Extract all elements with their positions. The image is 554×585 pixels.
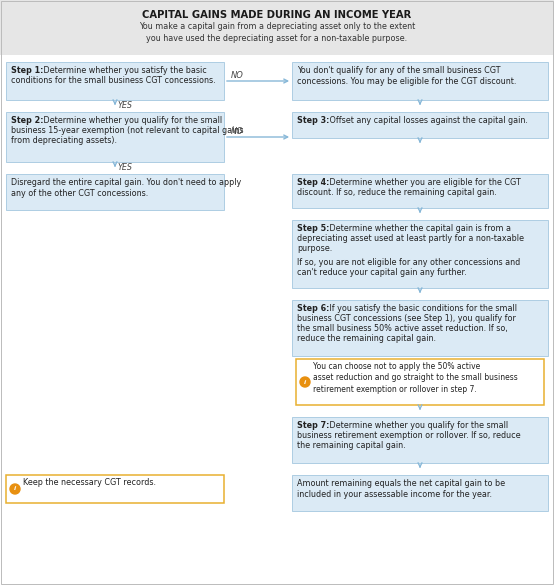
Text: can't reduce your capital gain any further.: can't reduce your capital gain any furth…	[297, 268, 466, 277]
Circle shape	[300, 377, 310, 387]
Text: conditions for the small business CGT concessions.: conditions for the small business CGT co…	[11, 76, 216, 85]
Text: discount. If so, reduce the remaining capital gain.: discount. If so, reduce the remaining ca…	[297, 188, 497, 197]
Text: If you satisfy the basic conditions for the small: If you satisfy the basic conditions for …	[327, 304, 517, 313]
Bar	[292, 174, 548, 208]
Bar	[292, 62, 548, 100]
Text: Step 1:: Step 1:	[11, 66, 43, 75]
Text: Offset any capital losses against the capital gain.: Offset any capital losses against the ca…	[327, 116, 528, 125]
Text: i: i	[14, 487, 16, 491]
Text: Determine whether the capital gain is from a: Determine whether the capital gain is fr…	[327, 224, 511, 233]
Text: Step 5:: Step 5:	[297, 224, 330, 233]
Text: NO: NO	[231, 71, 244, 80]
Text: Determine whether you qualify for the small: Determine whether you qualify for the sm…	[327, 421, 508, 430]
Bar	[292, 475, 548, 511]
Circle shape	[10, 484, 20, 494]
Text: Step 6:: Step 6:	[297, 304, 330, 313]
Bar	[292, 300, 548, 356]
Text: depreciating asset used at least partly for a non-taxable: depreciating asset used at least partly …	[297, 234, 524, 243]
Text: Determine whether you are eligible for the CGT: Determine whether you are eligible for t…	[327, 178, 521, 187]
Text: i: i	[304, 380, 306, 384]
Bar	[6, 475, 224, 503]
Bar	[6, 112, 224, 162]
Text: YES: YES	[118, 163, 133, 172]
Text: purpose.: purpose.	[297, 244, 332, 253]
Text: Keep the necessary CGT records.: Keep the necessary CGT records.	[23, 478, 156, 487]
Text: Disregard the entire capital gain. You don't need to apply
any of the other CGT : Disregard the entire capital gain. You d…	[11, 178, 241, 198]
Text: You make a capital gain from a depreciating asset only to the extent
you have us: You make a capital gain from a depreciat…	[139, 22, 415, 43]
Bar	[292, 220, 548, 288]
Text: reduce the remaining capital gain.: reduce the remaining capital gain.	[297, 334, 436, 343]
Text: Step 4:: Step 4:	[297, 178, 330, 187]
Text: the small business 50% active asset reduction. If so,: the small business 50% active asset redu…	[297, 324, 508, 333]
Bar	[292, 417, 548, 463]
Text: business retirement exemption or rollover. If so, reduce: business retirement exemption or rollove…	[297, 431, 521, 440]
Text: business CGT concessions (see Step 1), you qualify for: business CGT concessions (see Step 1), y…	[297, 314, 516, 323]
Text: Amount remaining equals the net capital gain to be
included in your assessable i: Amount remaining equals the net capital …	[297, 479, 505, 500]
Text: You don't qualify for any of the small business CGT
concessions. You may be elig: You don't qualify for any of the small b…	[297, 66, 516, 87]
Text: from depreciating assets).: from depreciating assets).	[11, 136, 117, 145]
Text: CAPITAL GAINS MADE DURING AN INCOME YEAR: CAPITAL GAINS MADE DURING AN INCOME YEAR	[142, 10, 412, 20]
Bar	[296, 359, 544, 405]
Text: the remaining capital gain.: the remaining capital gain.	[297, 441, 406, 450]
Bar	[6, 174, 224, 210]
Text: You can choose not to apply the 50% active
asset reduction and go straight to th: You can choose not to apply the 50% acti…	[313, 362, 518, 394]
Bar	[0, 0, 554, 55]
Bar	[6, 62, 224, 100]
Text: Step 2:: Step 2:	[11, 116, 44, 125]
Text: Step 7:: Step 7:	[297, 421, 330, 430]
Text: business 15-year exemption (not relevant to capital gains: business 15-year exemption (not relevant…	[11, 126, 244, 135]
Bar	[292, 112, 548, 138]
Text: Determine whether you satisfy the basic: Determine whether you satisfy the basic	[41, 66, 207, 75]
Text: If so, you are not eligible for any other concessions and: If so, you are not eligible for any othe…	[297, 258, 520, 267]
Text: Determine whether you qualify for the small: Determine whether you qualify for the sm…	[41, 116, 222, 125]
Text: YES: YES	[118, 101, 133, 110]
Text: NO: NO	[231, 127, 244, 136]
Text: Step 3:: Step 3:	[297, 116, 330, 125]
